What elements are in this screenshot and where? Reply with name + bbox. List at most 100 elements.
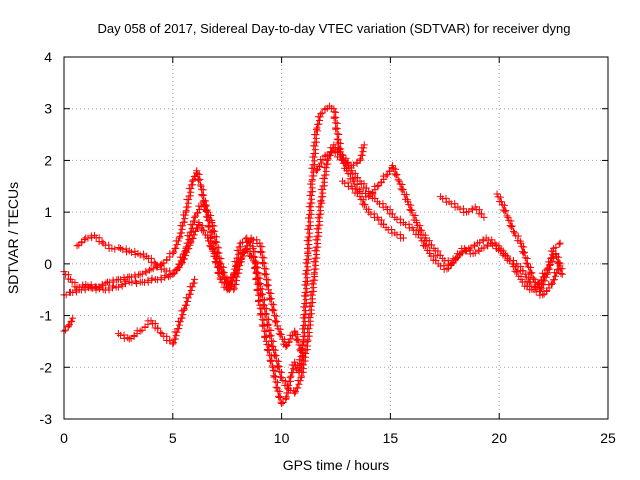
- data-point-marker: [317, 193, 325, 201]
- data-point-marker: [64, 322, 72, 330]
- data-point-marker: [202, 207, 210, 215]
- data-point-marker: [293, 384, 301, 392]
- data-point-marker: [264, 321, 272, 329]
- data-point-marker: [288, 369, 296, 377]
- data-point-marker: [398, 186, 406, 194]
- data-point-marker: [182, 252, 190, 260]
- data-point-marker: [554, 266, 562, 274]
- data-point-marker: [299, 353, 307, 361]
- data-point-marker: [259, 301, 267, 309]
- data-point-marker: [544, 265, 552, 273]
- data-point-marker: [207, 211, 215, 219]
- data-point-marker: [501, 207, 509, 215]
- data-point-marker: [261, 311, 269, 319]
- data-point-marker: [476, 239, 484, 247]
- data-point-marker: [212, 255, 220, 263]
- data-point-marker: [180, 305, 188, 313]
- data-point-marker: [360, 141, 368, 149]
- data-point-marker: [496, 193, 504, 201]
- data-point-marker: [261, 334, 269, 342]
- data-point-marker: [295, 380, 303, 388]
- data-point-marker: [313, 124, 321, 132]
- data-point-marker: [333, 135, 341, 143]
- data-point-marker: [197, 202, 205, 210]
- y-tick-label: -2: [40, 359, 53, 375]
- data-point-marker: [124, 334, 132, 342]
- data-point-marker: [269, 343, 277, 351]
- data-point-marker: [170, 335, 178, 343]
- data-point-marker: [187, 181, 195, 189]
- data-point-marker: [308, 172, 316, 180]
- data-point-marker: [180, 306, 188, 314]
- data-point-marker: [547, 281, 555, 289]
- data-point-marker: [298, 368, 306, 376]
- data-point-marker: [88, 284, 96, 292]
- data-point-marker: [189, 217, 197, 225]
- data-point-marker: [98, 238, 106, 246]
- data-point-marker: [209, 228, 217, 236]
- data-point-marker: [262, 337, 270, 345]
- x-tick-label: 15: [383, 430, 399, 446]
- data-point-marker: [195, 170, 203, 178]
- data-point-marker: [236, 258, 244, 266]
- data-point-marker: [199, 227, 207, 235]
- data-point-marker: [251, 265, 259, 273]
- data-point-marker: [176, 321, 184, 329]
- data-point-marker: [304, 332, 312, 340]
- data-point-marker: [283, 341, 291, 349]
- data-point-marker: [240, 248, 248, 256]
- data-point-marker: [275, 363, 283, 371]
- data-point-marker: [305, 321, 313, 329]
- data-point-marker: [359, 196, 367, 204]
- data-point-marker: [186, 239, 194, 247]
- data-point-marker: [158, 260, 166, 268]
- data-point-marker: [395, 177, 403, 185]
- data-point-marker: [312, 125, 320, 133]
- data-point-marker: [174, 325, 182, 333]
- data-point-marker: [407, 207, 415, 215]
- data-point-marker: [174, 237, 182, 245]
- data-point-marker: [193, 170, 201, 178]
- data-point-marker: [183, 298, 191, 306]
- series-track-i: [493, 190, 564, 294]
- data-point-marker: [269, 307, 277, 315]
- data-point-marker: [181, 211, 189, 219]
- data-point-marker: [211, 239, 219, 247]
- data-point-marker: [306, 199, 314, 207]
- data-point-marker: [311, 254, 319, 262]
- data-point-marker: [193, 209, 201, 217]
- data-point-marker: [554, 253, 562, 261]
- data-point-marker: [133, 280, 141, 288]
- data-point-marker: [404, 198, 412, 206]
- series-track-f: [312, 141, 368, 175]
- data-point-marker: [81, 236, 89, 244]
- data-point-marker: [274, 357, 282, 365]
- data-point-marker: [549, 276, 557, 284]
- data-point-marker: [169, 340, 177, 348]
- data-point-marker: [287, 372, 295, 380]
- data-point-marker: [204, 223, 212, 231]
- data-point-marker: [207, 243, 215, 251]
- data-point-marker: [85, 284, 93, 292]
- data-points: [60, 102, 566, 407]
- data-point-marker: [302, 266, 310, 274]
- data-point-marker: [188, 177, 196, 185]
- data-point-marker: [289, 365, 297, 373]
- data-point-marker: [150, 258, 158, 266]
- data-point-marker: [178, 259, 186, 267]
- y-tick-label: -1: [40, 308, 53, 324]
- data-point-marker: [507, 223, 515, 231]
- data-point-marker: [189, 279, 197, 287]
- data-point-marker: [186, 228, 194, 236]
- data-point-marker: [257, 249, 265, 257]
- data-point-marker: [322, 160, 330, 168]
- data-point-marker: [275, 392, 283, 400]
- data-point-marker: [420, 237, 428, 245]
- data-point-marker: [148, 274, 156, 282]
- data-point-marker: [135, 271, 143, 279]
- data-point-marker: [301, 299, 309, 307]
- data-point-marker: [188, 283, 196, 291]
- data-point-marker: [394, 176, 402, 184]
- data-point-marker: [547, 255, 555, 263]
- data-point-marker: [171, 244, 179, 252]
